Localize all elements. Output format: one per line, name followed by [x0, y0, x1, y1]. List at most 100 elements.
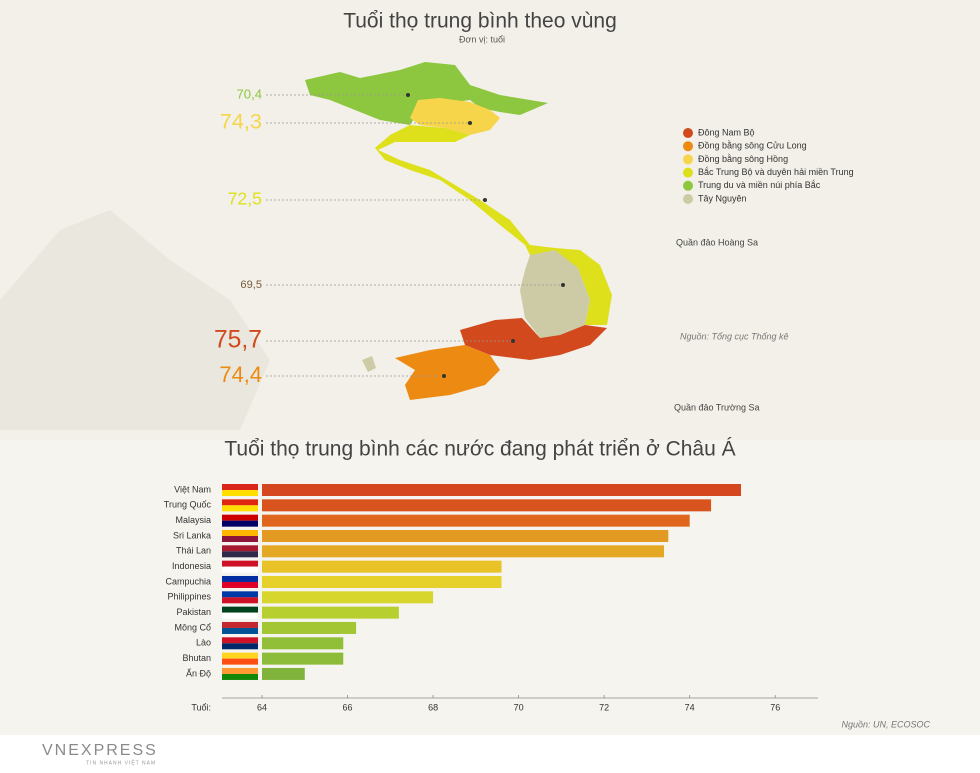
island-label: Quần đảo Hoàng Sa: [676, 237, 758, 247]
flag: [222, 560, 258, 567]
region-shape: [520, 250, 590, 338]
flag: [222, 597, 258, 604]
land-shape: [0, 210, 270, 430]
legend-swatch: [683, 167, 693, 178]
island-shape: [362, 356, 376, 372]
legend-label: Đông Nam Bộ: [698, 127, 755, 137]
region-value: 75,7: [214, 327, 262, 354]
region-value: 74,3: [220, 109, 262, 134]
leader-dot: [561, 283, 565, 287]
bar: [262, 499, 712, 512]
flag: [222, 535, 258, 542]
bar: [262, 484, 742, 496]
category-label: Malaysia: [175, 515, 211, 525]
legend-swatch: [683, 194, 693, 204]
legend-swatch: [683, 128, 693, 138]
bar: [262, 667, 305, 680]
leader-dot: [406, 93, 410, 97]
category-label: Sri Lanka: [173, 530, 211, 540]
leader-dot: [511, 339, 515, 343]
legend-swatch: [683, 154, 693, 165]
flag: [222, 490, 258, 496]
bar: [262, 652, 344, 665]
logo: VNEXPRESS: [42, 742, 158, 759]
x-tick-label: 68: [428, 702, 438, 712]
category-label: Mông Cổ: [174, 622, 211, 632]
bar: [262, 514, 690, 527]
flag: [222, 520, 258, 527]
legend-swatch: [683, 141, 693, 152]
region-shape: [460, 318, 607, 360]
flag: [222, 673, 258, 680]
x-tick-label: 76: [770, 702, 780, 712]
x-tick-label: 66: [343, 702, 353, 712]
flag: [222, 606, 258, 613]
flag: [222, 621, 258, 628]
leader-dot: [468, 121, 472, 125]
bar: [262, 591, 434, 604]
map-source: Nguồn: Tổng cục Thống kê: [680, 331, 789, 341]
category-label: Trung Quốc: [164, 500, 212, 510]
flag: [222, 566, 258, 573]
region-shape: [375, 125, 612, 325]
logo-tagline: TIN NHANH VIỆT NAM: [86, 758, 156, 766]
bar: [262, 560, 502, 573]
flag: [222, 581, 258, 588]
vietnam-map: [305, 62, 612, 400]
legend-label: Bắc Trung Bộ và duyên hải miền Trung: [698, 167, 854, 177]
bar: [262, 621, 357, 634]
bar: [262, 575, 502, 588]
category-label: Philippines: [167, 592, 211, 602]
flag: [222, 667, 258, 674]
category-label: Pakistan: [176, 607, 211, 617]
flag: [222, 499, 258, 506]
chart-title: Tuổi thọ trung bình các nước đang phát t…: [224, 438, 735, 461]
flag: [222, 529, 258, 536]
flag: [222, 612, 258, 619]
category-label: Việt Nam: [174, 484, 211, 494]
x-tick-label: 64: [257, 702, 267, 712]
category-label: Indonesia: [172, 561, 211, 571]
region-shape: [395, 345, 500, 400]
region-value: 69,5: [240, 279, 262, 291]
category-label: Bhutan: [182, 653, 211, 663]
flag: [222, 545, 258, 552]
region-shape: [410, 98, 500, 135]
legend-swatch: [683, 180, 693, 191]
category-label: Campuchia: [165, 576, 211, 586]
flag: [222, 637, 258, 644]
flag: [222, 505, 258, 512]
region-value: 72,5: [228, 189, 263, 209]
leader-dot: [442, 374, 446, 378]
flag: [222, 514, 258, 521]
category-label: Thái Lan: [176, 546, 211, 556]
legend-label: Tây Nguyên: [698, 193, 747, 203]
x-tick-label: 74: [685, 702, 695, 712]
island-label: Quần đảo Trường Sa: [674, 402, 759, 412]
flag: [222, 627, 258, 634]
x-tick-label: 70: [514, 702, 524, 712]
flag: [222, 591, 258, 598]
map-unit: Đơn vị: tuổi: [459, 34, 505, 44]
map-title: Tuổi thọ trung bình theo vùng: [343, 10, 617, 33]
leader-dot: [483, 198, 487, 202]
bar: [262, 637, 344, 650]
x-axis-label: Tuổi:: [191, 702, 211, 712]
legend-label: Trung du và miền núi phía Bắc: [698, 180, 821, 190]
x-tick-label: 72: [599, 702, 609, 712]
bar: [262, 545, 665, 558]
legend-label: Đồng bằng sông Hồng: [698, 154, 788, 164]
bar: [262, 529, 669, 542]
flag: [222, 551, 258, 558]
category-label: Ấn Độ: [186, 668, 211, 678]
flag: [222, 658, 258, 665]
region-value: 70,4: [237, 86, 262, 101]
flag: [222, 575, 258, 582]
chart-source: Nguồn: UN, ECOSOC: [841, 719, 930, 729]
legend-label: Đồng bằng sông Cửu Long: [698, 141, 807, 151]
region-value: 74,4: [219, 362, 262, 387]
flag: [222, 484, 258, 490]
bar: [262, 606, 399, 619]
flag: [222, 643, 258, 650]
